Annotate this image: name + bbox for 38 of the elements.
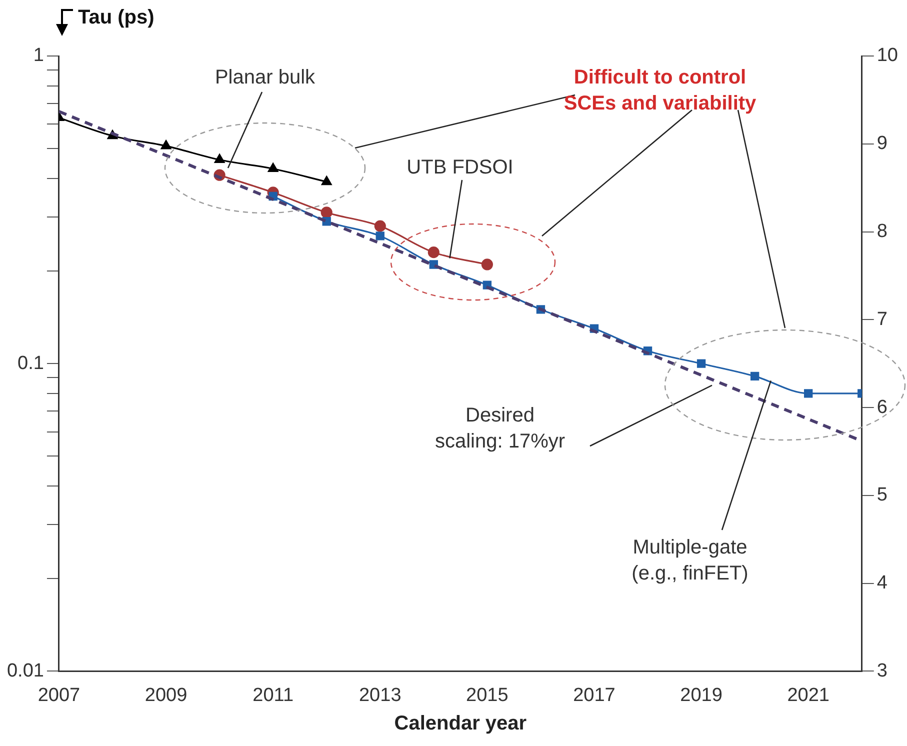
y2-tick-label: 5: [876, 484, 888, 506]
point: [376, 232, 384, 240]
point: [428, 246, 440, 258]
point: [696, 359, 706, 368]
y2-tick-label: 6: [876, 396, 888, 418]
x-tick-label: 2017: [573, 684, 616, 706]
point: [481, 258, 493, 270]
point: [320, 206, 332, 218]
annotation: Multiple-gate (e.g., finFET): [632, 536, 748, 585]
annotation: Desired scaling: 17%yr: [434, 404, 566, 453]
y2-tick-label: 3: [876, 660, 888, 682]
annotation: UTB FDSOI: [406, 156, 514, 179]
point: [214, 154, 225, 164]
x-tick-label: 2015: [466, 684, 508, 706]
y2-tick-label: 8: [876, 221, 888, 242]
point: [804, 389, 813, 398]
x-tick-label: 2021: [787, 684, 830, 706]
x-tick-label: 2007: [38, 684, 80, 706]
x-tick-label: 2013: [358, 684, 402, 706]
y-axis-title: Tau (ps): [78, 6, 154, 29]
point: [160, 140, 172, 150]
annotation: Planar bulk: [214, 66, 316, 89]
y2-tick-label: 10: [876, 45, 898, 66]
point: [374, 220, 386, 232]
y-tick-label: 1: [33, 45, 44, 66]
y-tick-label: 0.1: [18, 352, 44, 374]
annotation: Difficult to control SCEs and variability: [564, 66, 758, 115]
point: [268, 162, 278, 172]
y2-tick-label: 9: [876, 133, 888, 154]
x-tick-label: 2011: [252, 684, 294, 706]
x-tick-label: 2009: [144, 684, 188, 706]
x-tick-label: 2019: [680, 684, 722, 706]
point: [750, 372, 760, 381]
y2-tick-label: 7: [876, 308, 888, 330]
y-tick-label: 0.01: [6, 660, 44, 682]
y2-tick-label: 4: [876, 572, 888, 594]
x-axis-title: Calendar year: [394, 712, 527, 735]
point: [321, 176, 332, 186]
